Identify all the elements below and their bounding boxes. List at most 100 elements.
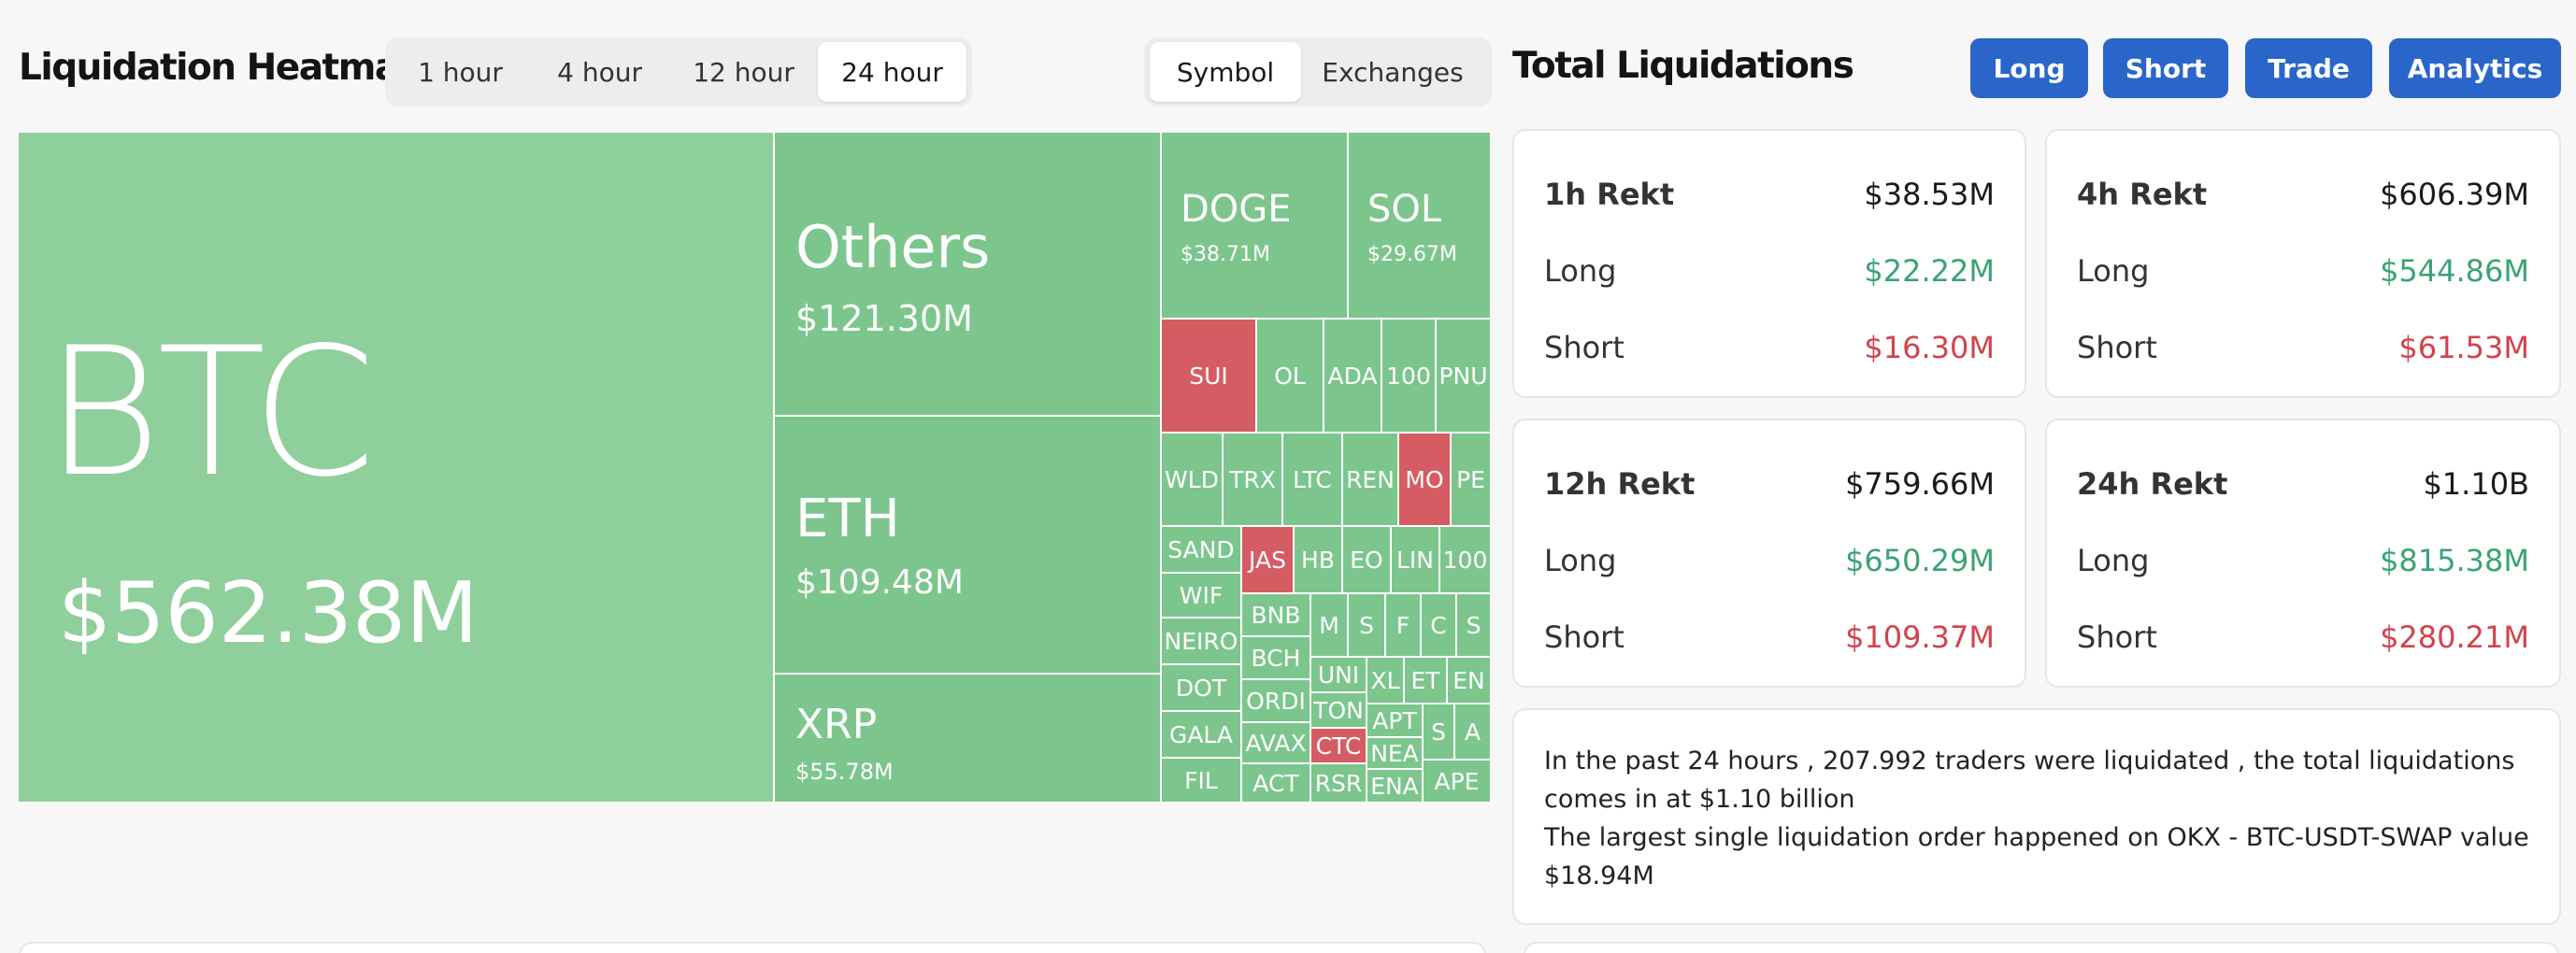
long-label: Long [2077,253,2150,289]
tile-eth[interactable]: ETH $109.48M [775,417,1162,675]
tab-1-hour[interactable]: 1 hour [418,56,503,88]
card-total: $38.53M [1864,177,1995,212]
summary-line-1: In the past 24 hours , 207.992 traders w… [1544,747,2515,814]
tile-symbol: ETH [795,489,900,549]
tile-symbol: SOL [1367,188,1442,231]
card-label: 1h Rekt [1544,177,1675,212]
tile-en[interactable]: EN [1448,658,1492,704]
tile-ctc[interactable]: CTC [1311,729,1367,764]
tile-et[interactable]: ET [1405,658,1448,704]
bottom-panel-right [1524,942,2559,953]
tile-uni[interactable]: UNI [1311,658,1367,693]
tile-ltc[interactable]: LTC [1283,434,1343,527]
long-label: Long [1544,253,1617,289]
tab-symbol[interactable]: Symbol [1150,42,1301,102]
tile-others[interactable]: Others $121.30M [775,133,1162,417]
rekt-card-12h: 12h Rekt $759.66M Long $650.29M Short $109.… [1512,419,2026,688]
tile-ordi[interactable]: ORDI [1242,680,1311,723]
tile-gala[interactable]: GALA [1162,712,1242,759]
long-label: Long [2077,543,2150,578]
tile-doge[interactable]: DOGE $38.71M [1162,133,1349,320]
short-value: $280.21M [2380,619,2529,655]
rekt-card-1h: 1h Rekt $38.53M Long $22.22M Short $16.30M [1512,129,2026,398]
tile-f[interactable]: F [1386,594,1422,658]
tile-symbol: DOGE [1181,188,1292,231]
short-value: $109.37M [1845,619,1995,655]
tile-ol[interactable]: OL [1257,320,1324,434]
tile-pe[interactable]: PE [1452,434,1492,527]
short-value: $16.30M [1864,330,1995,365]
tile-fil[interactable]: FIL [1162,759,1242,804]
tile-value: $38.71M [1181,243,1270,266]
tile-100b[interactable]: 100 [1440,527,1492,594]
trade-button[interactable]: Trade [2245,38,2372,98]
tile-btc[interactable]: BTC $562.38M [19,133,775,804]
tile-symbol: BTC [45,309,376,516]
card-label: 12h Rekt [1544,466,1696,502]
heatmap-title: Liquidation Heatmap [19,47,424,89]
card-label: 24h Rekt [2077,466,2228,502]
long-value: $22.22M [1864,253,1995,289]
tile-sand[interactable]: SAND [1162,527,1242,574]
tile-ena[interactable]: ENA [1367,770,1424,804]
bottom-panel-left [19,942,1486,953]
tab-exchanges[interactable]: Exchanges [1322,56,1464,88]
tile-mo[interactable]: MO [1399,434,1452,527]
tile-ren[interactable]: REN [1343,434,1399,527]
tile-bnb[interactable]: BNB [1242,594,1311,637]
totals-title: Total Liquidations [1512,45,1854,87]
tab-4-hour[interactable]: 4 hour [557,56,642,88]
tile-s1[interactable]: S [1349,594,1386,658]
rekt-card-4h: 4h Rekt $606.39M Long $544.86M Short $61.53… [2045,129,2561,398]
liquidation-treemap: BTC $562.38M Others $121.30M ETH $109.48… [19,133,1492,804]
tile-dot[interactable]: DOT [1162,665,1242,712]
tile-xrp[interactable]: XRP $55.78M [775,675,1162,804]
tile-xl[interactable]: XL [1367,658,1405,704]
long-value: $650.29M [1845,543,1995,578]
short-label: Short [2077,619,2157,655]
tile-hb[interactable]: HB [1295,527,1343,594]
rekt-card-24h: 24h Rekt $1.10B Long $815.38M Short $280.21… [2045,419,2561,688]
tile-ape[interactable]: APE [1424,761,1492,804]
tile-nea[interactable]: NEA [1367,738,1424,770]
tile-ada[interactable]: ADA [1324,320,1382,434]
tile-sui[interactable]: SUI [1162,320,1257,434]
tile-value: $562.38M [58,564,479,662]
short-label: Short [2077,330,2157,365]
tile-s2[interactable]: S [1457,594,1492,658]
card-total: $1.10B [2423,466,2529,502]
tile-bch[interactable]: BCH [1242,637,1311,680]
card-total: $606.39M [2380,177,2529,212]
short-label: Short [1544,619,1624,655]
long-button[interactable]: Long [1970,38,2088,98]
tile-wif[interactable]: WIF [1162,574,1242,619]
tile-sol[interactable]: SOL $29.67M [1349,133,1492,320]
tile-neiro[interactable]: NEIRO [1162,619,1242,665]
tile-wld[interactable]: WLD [1162,434,1224,527]
long-value: $815.38M [2380,543,2529,578]
tile-a[interactable]: A [1455,704,1492,761]
tile-avax[interactable]: AVAX [1242,723,1311,764]
tile-pnut[interactable]: PNU [1437,320,1492,434]
analytics-button[interactable]: Analytics [2389,38,2561,98]
tile-symbol: XRP [795,701,878,748]
tab-12-hour[interactable]: 12 hour [693,56,794,88]
tab-24-hour[interactable]: 24 hour [818,42,966,102]
tile-rsr[interactable]: RSR [1311,764,1367,804]
tile-jas[interactable]: JAS [1242,527,1295,594]
tile-apt[interactable]: APT [1367,704,1424,738]
short-label: Short [1544,330,1624,365]
short-button[interactable]: Short [2103,38,2228,98]
tile-act[interactable]: ACT [1242,764,1311,804]
tile-trx[interactable]: TRX [1224,434,1283,527]
tile-c[interactable]: C [1422,594,1457,658]
long-label: Long [1544,543,1617,578]
long-value: $544.86M [2380,253,2529,289]
tile-lin[interactable]: LIN [1392,527,1440,594]
tile-s3[interactable]: S [1424,704,1455,761]
tile-value: $109.48M [795,563,964,602]
tile-100[interactable]: 100 [1382,320,1437,434]
tile-ton[interactable]: TON [1311,693,1367,729]
tile-m[interactable]: M [1311,594,1349,658]
tile-eo[interactable]: EO [1343,527,1392,594]
